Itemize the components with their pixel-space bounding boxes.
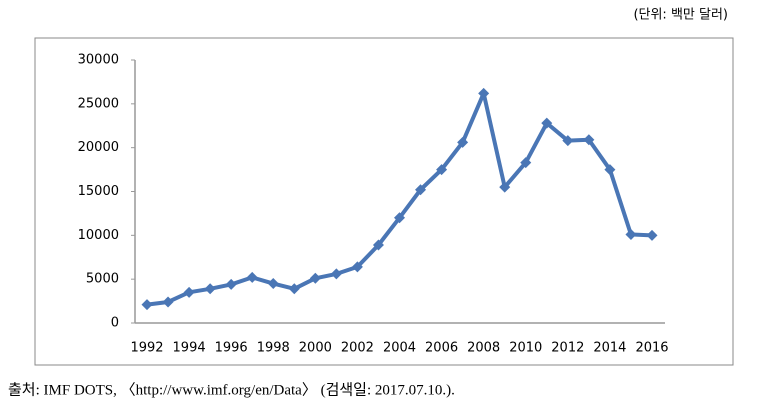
x-tick-label: 2016 [635,341,668,356]
x-tick-label: 1994 [173,341,206,356]
x-tick-label: 1992 [130,341,163,356]
y-tick-label: 0 [111,316,119,331]
data-point [162,296,174,308]
data-point [436,164,448,176]
x-tick-label: 2000 [299,341,332,356]
data-point [288,283,300,295]
data-point [457,136,469,148]
x-tick-label: 2010 [509,341,542,356]
y-tick-label: 5000 [86,272,119,287]
data-point [204,283,216,295]
data-point [520,157,532,169]
x-tick-label: 2014 [593,341,626,356]
y-tick-label: 10000 [78,228,119,243]
x-tick-label: 2004 [383,341,416,356]
y-tick-label: 25000 [78,96,119,111]
data-point [625,228,637,240]
data-point [267,278,279,290]
data-point [499,181,511,193]
data-point [478,87,490,99]
data-point [562,135,574,147]
unit-note: (단위: 백만 달러) [633,8,728,23]
x-tick-label: 2008 [467,341,500,356]
data-point [541,117,553,129]
y-tick-label: 20000 [78,140,119,155]
data-point [141,299,153,311]
data-point [351,261,363,273]
y-tick-label: 30000 [78,53,119,68]
series-line [146,91,653,307]
chart-frame [34,37,734,366]
x-tick-label: 2002 [341,341,374,356]
data-point [309,272,321,284]
data-point [583,134,595,146]
data-point [183,286,195,298]
y-tick-label: 15000 [78,184,119,199]
x-tick-label: 2006 [425,341,458,356]
data-point [372,239,384,251]
x-tick-label: 1996 [215,341,248,356]
data-point [330,268,342,280]
data-point [246,271,258,283]
data-point [604,164,616,176]
x-tick-label: 2012 [551,341,584,356]
data-point [394,212,405,224]
data-point [225,278,237,290]
data-point [646,229,658,241]
data-point [415,184,427,196]
source-note: 출처: IMF DOTS, 〈http://www.imf.org/en/Dat… [8,381,455,398]
x-tick-label: 1998 [257,341,290,356]
